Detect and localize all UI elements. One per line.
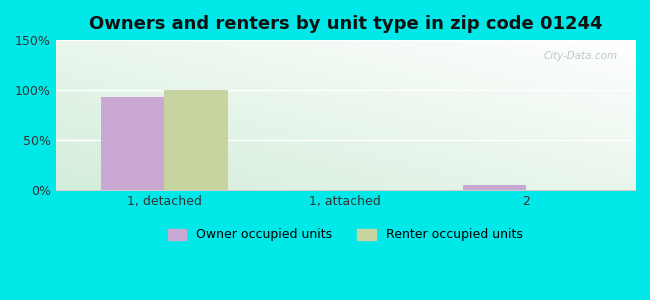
Bar: [101, 97, 164, 190]
Bar: [463, 185, 526, 190]
Legend: Owner occupied units, Renter occupied units: Owner occupied units, Renter occupied un…: [162, 224, 528, 246]
Bar: [164, 90, 227, 190]
Text: City-Data.com: City-Data.com: [543, 51, 618, 61]
Title: Owners and renters by unit type in zip code 01244: Owners and renters by unit type in zip c…: [88, 15, 602, 33]
